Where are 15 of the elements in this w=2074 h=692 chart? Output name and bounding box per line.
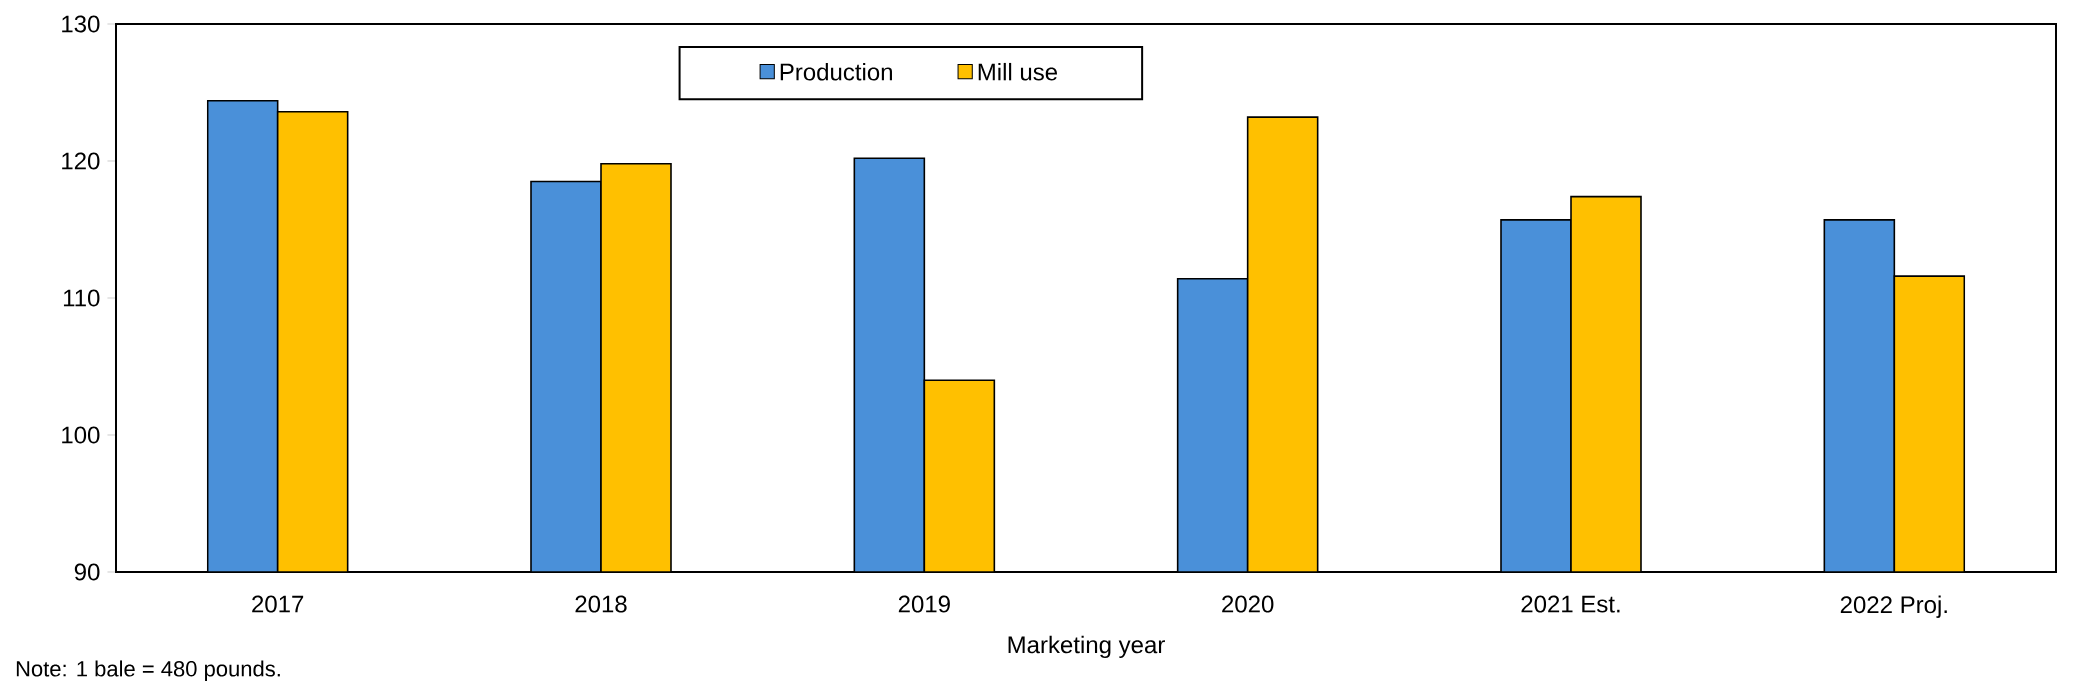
- x-tick-label: 2019: [898, 595, 950, 613]
- legend-label: Production: [780, 62, 892, 81]
- y-tick-label: 130: [62, 15, 100, 33]
- y-tick-label: 100: [62, 426, 100, 444]
- x-tick-label: 2018: [575, 595, 627, 613]
- x-tick-label: 2022 Proj.: [1840, 595, 1947, 618]
- x-tick-label: 2017: [252, 595, 304, 613]
- x-tick-label: 2021 Est.: [1521, 595, 1620, 613]
- x-tick-label: 2020: [1222, 595, 1274, 613]
- text: Note: 1 bale = 480 pounds.: [16, 660, 280, 681]
- x-axis-title: Marketing year: [1008, 635, 1165, 659]
- y-tick-label: 110: [63, 289, 100, 307]
- y-tick-label: 120: [62, 152, 100, 170]
- y-tick-label: 90: [74, 563, 100, 581]
- legend-label: Mill use: [978, 62, 1058, 81]
